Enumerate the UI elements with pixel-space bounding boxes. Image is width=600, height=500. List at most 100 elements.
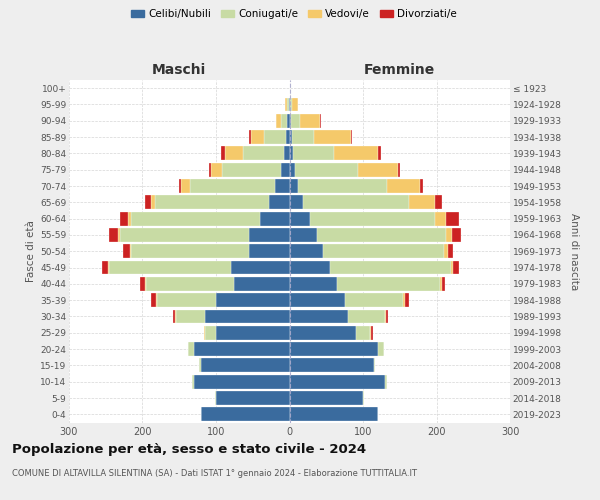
Bar	[188, 342, 194, 356]
Bar	[444, 244, 448, 258]
Bar	[290, 244, 323, 258]
Bar	[290, 260, 330, 274]
Bar	[290, 212, 310, 226]
Bar	[131, 244, 249, 258]
Bar	[284, 146, 290, 160]
Bar	[285, 98, 287, 112]
Bar	[118, 228, 121, 242]
Bar	[205, 310, 290, 324]
Bar	[290, 196, 303, 209]
Bar	[334, 146, 378, 160]
Bar	[356, 326, 370, 340]
Bar	[216, 293, 290, 307]
Bar	[448, 244, 454, 258]
Bar	[289, 98, 290, 112]
Bar	[292, 130, 314, 144]
Bar	[290, 342, 378, 356]
Bar	[194, 342, 290, 356]
Bar	[385, 375, 386, 388]
Bar	[358, 163, 398, 176]
Bar	[290, 179, 298, 193]
Bar	[435, 212, 446, 226]
Bar	[146, 277, 235, 291]
Bar	[290, 310, 348, 324]
Bar	[298, 179, 386, 193]
Bar	[292, 98, 298, 112]
Bar	[386, 179, 419, 193]
Bar	[300, 114, 320, 128]
Y-axis label: Fasce di età: Fasce di età	[26, 220, 36, 282]
Bar	[249, 244, 290, 258]
Bar	[295, 163, 358, 176]
Bar	[173, 310, 175, 324]
Bar	[287, 114, 290, 128]
Bar	[211, 163, 222, 176]
Bar	[293, 146, 334, 160]
Bar	[290, 277, 337, 291]
Bar	[290, 375, 385, 388]
Bar	[350, 130, 352, 144]
Text: Femmine: Femmine	[364, 64, 436, 78]
Bar	[155, 196, 269, 209]
Bar	[249, 130, 251, 144]
Bar	[290, 130, 292, 144]
Bar	[337, 277, 440, 291]
Bar	[109, 228, 118, 242]
Bar	[451, 260, 454, 274]
Bar	[419, 179, 423, 193]
Bar	[371, 326, 373, 340]
Bar	[264, 130, 286, 144]
Bar	[383, 342, 385, 356]
Bar	[128, 212, 131, 226]
Bar	[202, 408, 290, 422]
Bar	[446, 228, 452, 242]
Bar	[140, 277, 145, 291]
Bar	[442, 277, 445, 291]
Bar	[221, 146, 225, 160]
Bar	[363, 391, 364, 405]
Bar	[156, 293, 157, 307]
Bar	[344, 293, 403, 307]
Bar	[215, 391, 216, 405]
Bar	[398, 163, 400, 176]
Bar	[209, 163, 211, 176]
Bar	[405, 293, 409, 307]
Bar	[286, 130, 290, 144]
Bar	[193, 375, 194, 388]
Bar	[290, 391, 363, 405]
Bar	[370, 326, 371, 340]
Bar	[260, 212, 290, 226]
Bar	[179, 179, 181, 193]
Bar	[145, 196, 151, 209]
Bar	[151, 196, 155, 209]
Bar	[435, 196, 442, 209]
Bar	[454, 260, 459, 274]
Bar	[190, 179, 275, 193]
Bar	[131, 212, 260, 226]
Bar	[176, 310, 205, 324]
Bar	[121, 228, 249, 242]
Bar	[145, 277, 146, 291]
Text: COMUNE DI ALTAVILLA SILENTINA (SA) - Dati ISTAT 1° gennaio 2024 - Elaborazione T: COMUNE DI ALTAVILLA SILENTINA (SA) - Dat…	[12, 468, 417, 477]
Bar	[310, 212, 435, 226]
Bar	[290, 114, 291, 128]
Bar	[303, 196, 409, 209]
Bar	[314, 130, 350, 144]
Bar	[222, 163, 281, 176]
Bar	[348, 310, 385, 324]
Bar	[281, 114, 287, 128]
Bar	[290, 228, 317, 242]
Legend: Celibi/Nubili, Coniugati/e, Vedovi/e, Divorziati/e: Celibi/Nubili, Coniugati/e, Vedovi/e, Di…	[127, 5, 461, 24]
Bar	[378, 146, 382, 160]
Bar	[287, 98, 289, 112]
Bar	[102, 260, 108, 274]
Bar	[386, 310, 388, 324]
Bar	[320, 114, 321, 128]
Bar	[202, 358, 290, 372]
Text: Popolazione per età, sesso e stato civile - 2024: Popolazione per età, sesso e stato civil…	[12, 442, 366, 456]
Bar	[290, 326, 356, 340]
Bar	[385, 310, 386, 324]
Bar	[290, 293, 344, 307]
Bar	[281, 163, 290, 176]
Bar	[205, 326, 216, 340]
